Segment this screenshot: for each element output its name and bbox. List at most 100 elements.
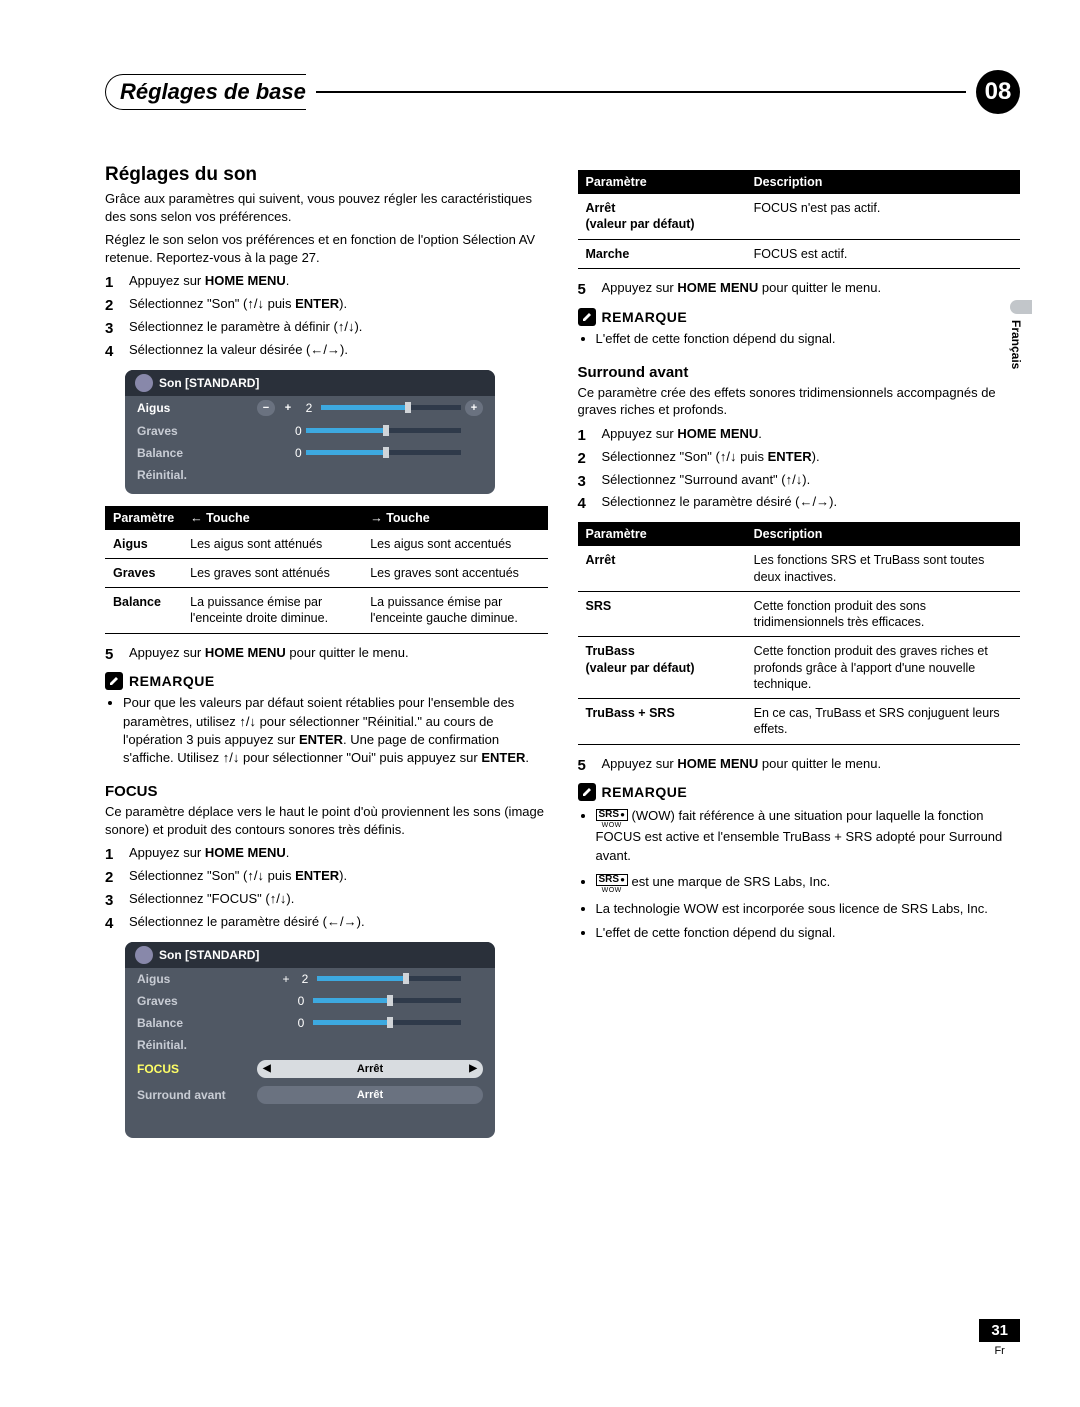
osd-slider: − + 2 + — [257, 400, 483, 416]
chapter-header: Réglages de base 08 — [105, 70, 1020, 114]
lang-tab: Français — [1007, 316, 1025, 373]
table-row: MarcheFOCUS est actif. — [578, 239, 1021, 268]
cell: Les fonctions SRS et TruBass sont toutes… — [746, 546, 1020, 591]
cell: Cette fonction produit des graves riches… — [746, 637, 1020, 699]
heading-sound-settings: Réglages du son — [105, 164, 548, 186]
osd-row-label: Graves — [137, 424, 247, 438]
osd-slider: 0 — [257, 424, 483, 438]
table-header: → Touche — [362, 506, 547, 530]
step-5c: Appuyez sur HOME MENU pour quitter le me… — [578, 755, 1021, 774]
cell: Balance — [105, 588, 182, 634]
step-item: Appuyez sur HOME MENU. — [578, 425, 1021, 444]
remark-item: L'effet de cette fonction dépend du sign… — [596, 330, 1021, 348]
remark-list-surround: SRSWOW (WOW) fait référence à une situat… — [578, 805, 1021, 942]
cell: Aigus — [105, 530, 182, 559]
osd-title-text: Son [STANDARD] — [159, 376, 259, 390]
pencil-icon — [578, 308, 596, 326]
chapter-title: Réglages de base — [120, 79, 306, 104]
right-column: Paramètre Description Arrêt(valeur par d… — [578, 164, 1021, 1150]
table-header: Paramètre — [578, 522, 746, 546]
remark-list: L'effet de cette fonction dépend du sign… — [578, 330, 1021, 348]
cell: TruBass(valeur par défaut) — [578, 637, 746, 699]
cell: Cette fonction produit des sons tridimen… — [746, 591, 1020, 637]
remark-heading: REMARQUE — [578, 308, 1021, 326]
step-item: Sélectionnez le paramètre à définir (↑/↓… — [105, 318, 548, 337]
step-item: Sélectionnez la valeur désirée (←/→). — [105, 341, 548, 360]
osd-option-text: Arrêt — [357, 1089, 383, 1101]
remark-item: SRSWOW (WOW) fait référence à une situat… — [596, 805, 1021, 864]
osd-value: 2 — [301, 401, 317, 415]
cell: Arrêt — [578, 546, 746, 591]
step-item: Sélectionnez "FOCUS" (↑/↓). — [105, 890, 548, 909]
osd-panel-focus: Son [STANDARD] Aigus +2 Graves 0 Balance… — [125, 942, 495, 1138]
header-rule — [316, 91, 966, 93]
left-column: Réglages du son Grâce aux paramètres qui… — [105, 164, 548, 1150]
slider-track — [306, 428, 461, 433]
osd-row-label: Réinitial. — [137, 1038, 247, 1052]
table-header: Description — [746, 522, 1020, 546]
cell: La puissance émise par l'enceinte droite… — [182, 588, 362, 634]
table-row: GravesLes graves sont atténuésLes graves… — [105, 558, 548, 587]
heading-surround: Surround avant — [578, 364, 1021, 381]
table-row: TruBass(valeur par défaut)Cette fonction… — [578, 637, 1021, 699]
remark-item: SRSWOW est une marque de SRS Labs, Inc. — [596, 871, 1021, 894]
osd-row-label: Balance — [137, 1016, 247, 1030]
plus-label: + — [279, 400, 297, 416]
osd-slider: 0 — [257, 1016, 483, 1030]
srs-logo-icon: SRS — [596, 874, 628, 886]
slider-track — [306, 450, 461, 455]
cell: Les graves sont accentués — [362, 558, 547, 587]
remark-text: (WOW) fait référence à une situation pou… — [596, 808, 1003, 862]
sound-intro-2: Réglez le son selon vos préférences et e… — [105, 231, 548, 266]
table-header: Paramètre — [578, 170, 746, 194]
table-header: ← Touche — [182, 506, 362, 530]
osd-row-label: Aigus — [137, 972, 247, 986]
cell: En ce cas, TruBass et SRS conjuguent leu… — [746, 699, 1020, 745]
param-table-focus: Paramètre Description Arrêt(valeur par d… — [578, 170, 1021, 269]
table-row: TruBass + SRSEn ce cas, TruBass et SRS c… — [578, 699, 1021, 745]
step-item: Appuyez sur HOME MENU. — [105, 272, 548, 291]
cell: Les graves sont atténués — [182, 558, 362, 587]
focus-intro: Ce paramètre déplace vers le haut le poi… — [105, 803, 548, 838]
remark-item: La technologie WOW est incorporée sous l… — [596, 900, 1021, 918]
remark-item: L'effet de cette fonction dépend du sign… — [596, 924, 1021, 942]
remark-list: Pour que les valeurs par défaut soient r… — [105, 694, 548, 767]
osd-row-label: FOCUS — [137, 1062, 247, 1076]
osd-row-label: Balance — [137, 446, 247, 460]
plus-icon: + — [465, 400, 483, 416]
step-item: Sélectionnez le paramètre désiré (←/→). — [578, 493, 1021, 512]
table-row: BalanceLa puissance émise par l'enceinte… — [105, 588, 548, 634]
step-item: Sélectionnez "Son" (↑/↓ puis ENTER). — [105, 867, 548, 886]
osd-option: ◀Arrêt▶ — [257, 1060, 483, 1078]
cell: TruBass + SRS — [578, 699, 746, 745]
step-item: Appuyez sur HOME MENU pour quitter le me… — [105, 644, 548, 663]
remark-title: REMARQUE — [602, 784, 688, 800]
heading-focus: FOCUS — [105, 783, 548, 800]
cell: Les aigus sont accentués — [362, 530, 547, 559]
table-row: SRSCette fonction produit des sons tridi… — [578, 591, 1021, 637]
page-footer: 31 Fr — [979, 1319, 1020, 1357]
osd-row-label: Graves — [137, 994, 247, 1008]
osd-value: 0 — [293, 1016, 309, 1030]
chapter-number: 08 — [976, 70, 1020, 114]
remark-title: REMARQUE — [129, 673, 215, 689]
osd-panel-sound: Son [STANDARD] Aigus − + 2 + Graves 0 Ba… — [125, 370, 495, 494]
surround-intro: Ce paramètre crée des effets sonores tri… — [578, 384, 1021, 419]
osd-option: Arrêt — [257, 1086, 483, 1104]
osd-slider: 0 — [257, 994, 483, 1008]
remark-heading: REMARQUE — [105, 672, 548, 690]
osd-slider: +2 — [257, 972, 483, 986]
page-lang: Fr — [979, 1345, 1020, 1357]
step-5b: Appuyez sur HOME MENU pour quitter le me… — [578, 279, 1021, 298]
remark-title: REMARQUE — [602, 309, 688, 325]
remark-text: est une marque de SRS Labs, Inc. — [632, 874, 831, 889]
osd-row-label: Surround avant — [137, 1088, 247, 1102]
osd-value: 0 — [293, 994, 309, 1008]
page-number: 31 — [979, 1319, 1020, 1342]
surround-steps: Appuyez sur HOME MENU. Sélectionnez "Son… — [578, 425, 1021, 512]
sound-intro-1: Grâce aux paramètres qui suivent, vous p… — [105, 190, 548, 225]
param-table-surround: Paramètre Description ArrêtLes fonctions… — [578, 522, 1021, 744]
table-row: AigusLes aigus sont atténuésLes aigus so… — [105, 530, 548, 559]
cell: Marche — [578, 239, 746, 268]
step-item: Appuyez sur HOME MENU. — [105, 844, 548, 863]
